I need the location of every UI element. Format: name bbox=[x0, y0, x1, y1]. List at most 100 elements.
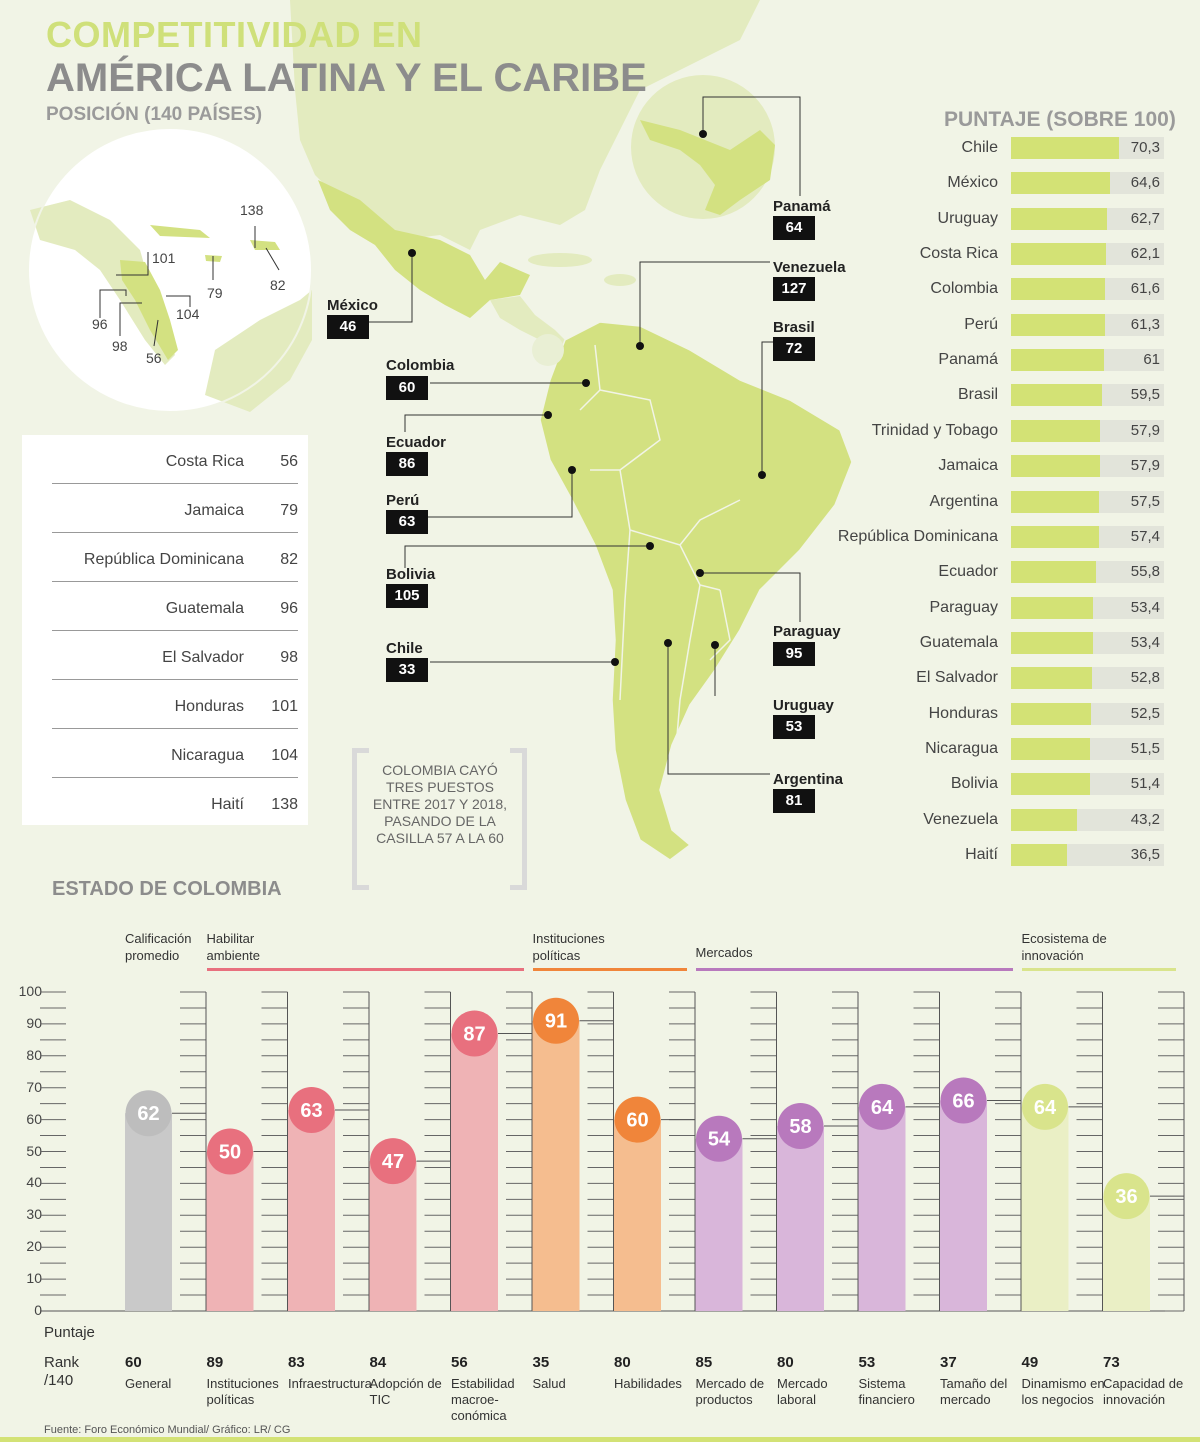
pillar-bar bbox=[369, 1161, 417, 1311]
inset-central-america bbox=[120, 260, 178, 360]
country-rank: 56 bbox=[280, 453, 298, 470]
score-bar-track: 43,2 bbox=[1011, 808, 1164, 831]
score-country-name: Uruguay bbox=[937, 209, 998, 227]
inset-south-america bbox=[205, 290, 312, 412]
score-bar bbox=[1011, 702, 1092, 725]
caribbean-island bbox=[528, 253, 592, 267]
panama-inset-land bbox=[640, 120, 775, 215]
score-value: 64,6 bbox=[1130, 174, 1160, 192]
map-label-rank: 46 bbox=[327, 315, 369, 339]
map-label-name: Bolivia bbox=[386, 566, 436, 583]
pillar-name: Salud bbox=[532, 1376, 566, 1391]
score-value: 70,3 bbox=[1130, 139, 1160, 156]
colombia-note: COLOMBIA CAYÓ TRES PUESTOS ENTRE 2017 Y … bbox=[372, 762, 508, 846]
pillar-value-dot bbox=[614, 1096, 661, 1143]
pillar-value-label: 63 bbox=[300, 1100, 322, 1122]
score-row: Haití 36,5 bbox=[820, 844, 1164, 866]
colombia-chart-title: ESTADO DE COLOMBIA bbox=[52, 878, 282, 900]
country-rank: 138 bbox=[271, 796, 298, 813]
score-row: República Dominicana 57,4 bbox=[820, 525, 1164, 548]
score-bar-track: 53,4 bbox=[1011, 631, 1164, 654]
score-bar-track: 52,5 bbox=[1011, 702, 1164, 725]
pillar-value-label: 54 bbox=[708, 1129, 731, 1151]
score-bar bbox=[1011, 808, 1078, 831]
country-name: Nicaragua bbox=[171, 747, 244, 764]
south-america-shape bbox=[539, 321, 853, 861]
score-row: Paraguay 53,4 bbox=[820, 596, 1164, 619]
bottom-rule bbox=[0, 1437, 1200, 1442]
map-label-rank: 60 bbox=[386, 376, 428, 400]
rank-table: Costa Rica 56 Jamaica 79 República Dominic… bbox=[22, 435, 308, 825]
map-label-rank: 53 bbox=[773, 715, 815, 739]
score-country-name: Guatemala bbox=[919, 633, 998, 651]
pillar-rank: 89 bbox=[206, 1354, 224, 1371]
pillar-name: Habilidades bbox=[614, 1376, 682, 1391]
country-name: El Salvador bbox=[162, 649, 244, 666]
map-label-rank: 72 bbox=[773, 337, 815, 361]
pillar-rank: 35 bbox=[532, 1354, 550, 1371]
score-bar-track: 55,8 bbox=[1011, 561, 1164, 584]
score-country-name: Colombia bbox=[930, 280, 998, 298]
score-country-name: Bolivia bbox=[950, 775, 998, 793]
pillar-rank: 80 bbox=[777, 1354, 794, 1371]
pillar-value-label: 47 bbox=[382, 1151, 404, 1173]
pillar-name: Instituciones políticas bbox=[206, 1376, 279, 1407]
score-bar bbox=[1011, 525, 1099, 548]
map-label-name: Ecuador bbox=[386, 434, 447, 451]
pillar-value-dot bbox=[370, 1138, 416, 1185]
score-value: 61,6 bbox=[1130, 280, 1160, 298]
score-bar-track: 57,4 bbox=[1011, 525, 1164, 548]
score-bar bbox=[1011, 561, 1097, 584]
table-row: República Dominicana 82 bbox=[52, 533, 298, 582]
y-tick-label: 30 bbox=[26, 1206, 42, 1223]
score-value: 36,5 bbox=[1130, 846, 1160, 863]
score-row: Panamá 61 bbox=[820, 349, 1164, 372]
note-bracket-right bbox=[510, 748, 527, 890]
pillar-bar bbox=[1021, 1106, 1069, 1311]
score-bar-track: 57,9 bbox=[1011, 419, 1164, 442]
pillar-value-dot bbox=[451, 1010, 498, 1057]
map-label-rank: 64 bbox=[773, 216, 815, 240]
pillar-value-dot bbox=[1103, 1173, 1150, 1220]
score-row: Venezuela 43,2 bbox=[820, 808, 1164, 831]
map-label-name: Argentina bbox=[773, 771, 844, 788]
rank-label: Rank /140 bbox=[44, 1354, 80, 1389]
map-label-rank: 95 bbox=[773, 642, 815, 666]
group-label: Mercados bbox=[695, 945, 753, 960]
pillar-bar bbox=[451, 1033, 498, 1311]
map-label-name: Chile bbox=[386, 640, 423, 657]
pillar-value-label: 50 bbox=[219, 1142, 241, 1164]
score-chart-title: PUNTAJE (SOBRE 100) bbox=[944, 108, 1176, 131]
score-row: Costa Rica 62,1 bbox=[820, 243, 1164, 266]
score-country-name: Venezuela bbox=[923, 810, 998, 828]
country-rank: 98 bbox=[280, 649, 298, 666]
y-tick-label: 50 bbox=[26, 1142, 42, 1159]
pillar-name: Mercado laboral bbox=[777, 1376, 828, 1407]
pillar-value-label: 91 bbox=[545, 1011, 567, 1033]
source-footer: Fuente: Foro Económico Mundial/ Gráfico:… bbox=[44, 1424, 291, 1436]
inset-rank-label: 79 bbox=[207, 285, 223, 301]
map-label-name: Brasil bbox=[773, 319, 815, 336]
score-bar bbox=[1011, 349, 1105, 372]
score-bar-track: 53,4 bbox=[1011, 596, 1164, 619]
pillar-value-label: 66 bbox=[952, 1090, 974, 1112]
note-bracket-left bbox=[352, 748, 369, 890]
group-label: Calificación promedio bbox=[125, 931, 192, 963]
score-bar-track: 62,1 bbox=[1011, 243, 1164, 266]
pillar-bar bbox=[858, 1106, 906, 1311]
score-bar-track: 62,7 bbox=[1011, 207, 1164, 230]
score-bar-track: 61,3 bbox=[1011, 313, 1164, 336]
score-value: 57,9 bbox=[1130, 421, 1160, 439]
pillar-value-dot bbox=[859, 1083, 905, 1130]
score-row: Nicaragua 51,5 bbox=[820, 737, 1164, 760]
pillar-value-label: 36 bbox=[1115, 1186, 1137, 1208]
score-country-name: Trinidad y Tobago bbox=[871, 421, 998, 439]
score-country-name: Chile bbox=[961, 139, 998, 156]
map-label-name: Uruguay bbox=[773, 697, 834, 714]
pillar-rank: 73 bbox=[1103, 1354, 1120, 1371]
map-label-rank: 33 bbox=[386, 658, 428, 682]
pillar-value-dot bbox=[940, 1077, 987, 1124]
map-label-name: Panamá bbox=[773, 198, 831, 215]
score-value: 57,4 bbox=[1130, 527, 1160, 545]
score-row: Perú 61,3 bbox=[820, 313, 1164, 336]
